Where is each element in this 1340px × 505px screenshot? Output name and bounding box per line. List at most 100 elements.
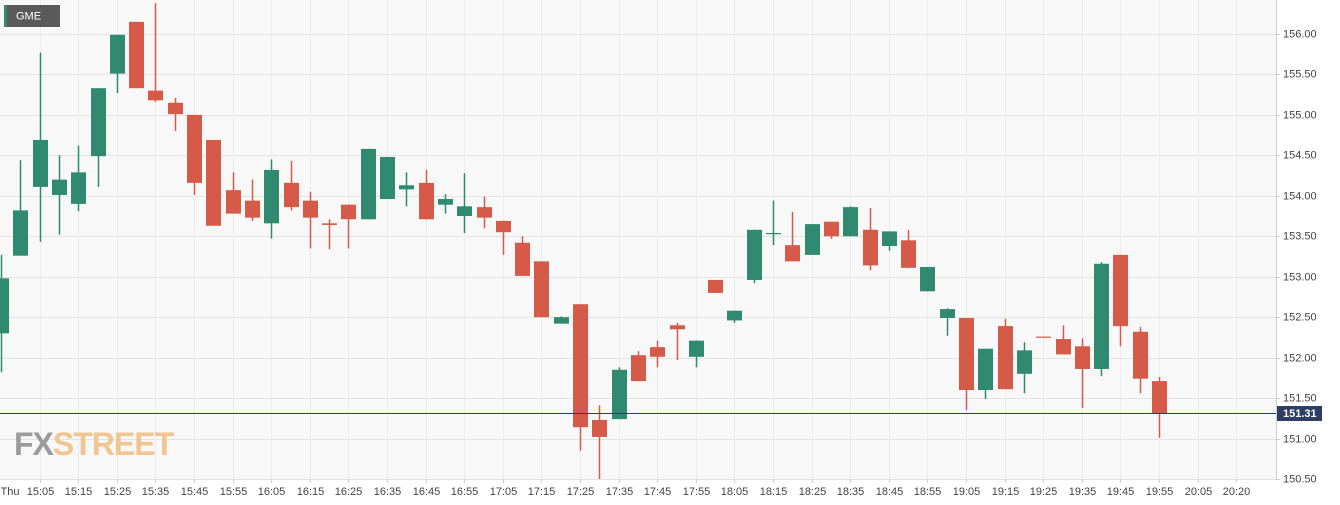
candle-body <box>52 179 67 195</box>
x-tick-label: 19:45 <box>1107 486 1135 498</box>
candle-body <box>1017 350 1032 374</box>
y-tick-label: 151.50 <box>1283 392 1317 404</box>
symbol-box <box>4 5 60 27</box>
candle-body <box>361 148 376 220</box>
candle-body <box>534 261 549 318</box>
x-tick-label: 15:25 <box>104 486 132 498</box>
x-tick-label: 17:25 <box>567 486 595 498</box>
candle-body <box>708 279 723 293</box>
x-tick-label: 20:20 <box>1223 486 1251 498</box>
candle-body <box>110 34 125 74</box>
candle-body <box>573 304 588 428</box>
candle-body <box>245 200 260 218</box>
candle-body <box>380 156 395 200</box>
x-tick-label: 18:35 <box>837 486 865 498</box>
candle-body <box>554 317 569 324</box>
x-tick-label: 19:15 <box>992 486 1020 498</box>
x-tick-label: 16:05 <box>258 486 286 498</box>
candle-body <box>284 182 299 208</box>
x-tick-label: 18:45 <box>876 486 904 498</box>
x-tick-label: 17:15 <box>528 486 556 498</box>
x-tick-label: 15:05 <box>27 486 55 498</box>
candle-body <box>863 229 878 266</box>
x-tick-label: 16:25 <box>335 486 363 498</box>
candle-body <box>341 204 356 220</box>
candle-body <box>457 206 472 217</box>
x-tick-label: 17:35 <box>606 486 634 498</box>
candle-body <box>33 139 48 187</box>
x-tick-label: 18:25 <box>799 486 827 498</box>
y-tick-label: 153.50 <box>1283 230 1317 242</box>
candle-body <box>747 229 762 280</box>
candle-body <box>438 199 453 205</box>
candle-body <box>496 220 511 233</box>
candle-body <box>978 348 993 390</box>
candle-body <box>187 114 202 183</box>
x-tick-label: 16:45 <box>413 486 441 498</box>
plot-area <box>0 0 1276 479</box>
symbol-accent <box>4 5 7 27</box>
x-tick-label: 15:55 <box>220 486 248 498</box>
y-tick-label: 150.50 <box>1283 473 1317 485</box>
x-tick-label: 17:45 <box>644 486 672 498</box>
candle-body <box>168 102 183 115</box>
x-tick-label: 16:55 <box>451 486 479 498</box>
x-tick-label: 15:45 <box>181 486 209 498</box>
candle-body <box>670 325 685 330</box>
candle-body <box>148 90 163 101</box>
watermark-fx: FX <box>14 426 55 462</box>
candle-body <box>940 309 955 318</box>
candle-body <box>1094 263 1109 369</box>
y-tick-label: 152.00 <box>1283 352 1317 364</box>
axes: 150.50 151.00 151.50 152.00 152.50 153.00 153.… <box>0 28 1322 498</box>
candle-body <box>612 369 627 420</box>
symbol-badge: GME <box>4 5 60 27</box>
candle-body <box>727 310 742 321</box>
candle-body <box>303 200 318 218</box>
y-tick-label: 154.50 <box>1283 149 1317 161</box>
x-tick-label: 18:05 <box>721 486 749 498</box>
candle-body <box>824 221 839 237</box>
y-tick-label: 153.00 <box>1283 271 1317 283</box>
x-tick-label: 18:15 <box>760 486 788 498</box>
x-tick-label: Thu <box>1 486 20 498</box>
y-tick-label: 151.00 <box>1283 433 1317 445</box>
x-tick-label: 16:15 <box>297 486 325 498</box>
candle-body <box>631 355 646 382</box>
candle-body <box>882 231 897 246</box>
y-tick-label: 156.00 <box>1283 28 1317 40</box>
candle-body <box>91 88 106 157</box>
candle-body <box>13 210 28 256</box>
y-tick-label: 152.50 <box>1283 311 1317 323</box>
candle-body <box>1113 254 1128 327</box>
x-tick-label: 15:35 <box>142 486 170 498</box>
candle-body <box>129 21 144 89</box>
candle-body <box>998 326 1013 390</box>
x-tick-label: 20:05 <box>1185 486 1213 498</box>
candle-body <box>226 190 241 214</box>
x-tick-label: 19:25 <box>1030 486 1058 498</box>
candle-body <box>515 242 530 276</box>
x-tick-label: 18:55 <box>914 486 942 498</box>
watermark-street: STREET <box>53 426 175 462</box>
candle-body <box>689 340 704 357</box>
x-tick-label: 19:55 <box>1146 486 1174 498</box>
candle-body <box>1152 381 1167 414</box>
candle-body <box>322 223 337 225</box>
y-tick-label: 155.00 <box>1283 109 1317 121</box>
candle-body <box>1133 331 1148 379</box>
candles <box>0 3 1167 479</box>
x-tick-label: 19:05 <box>953 486 981 498</box>
symbol-label: GME <box>16 10 41 22</box>
candle-body <box>0 278 9 334</box>
y-tick-label: 154.00 <box>1283 190 1317 202</box>
candle-body <box>920 267 935 292</box>
candle-body <box>650 347 665 357</box>
x-tick-label: 17:55 <box>683 486 711 498</box>
x-tick-label: 16:35 <box>374 486 402 498</box>
watermark: FXSTREET <box>14 426 176 462</box>
candle-body <box>477 207 492 218</box>
candle-body <box>1056 339 1071 355</box>
candle-body <box>419 182 434 220</box>
